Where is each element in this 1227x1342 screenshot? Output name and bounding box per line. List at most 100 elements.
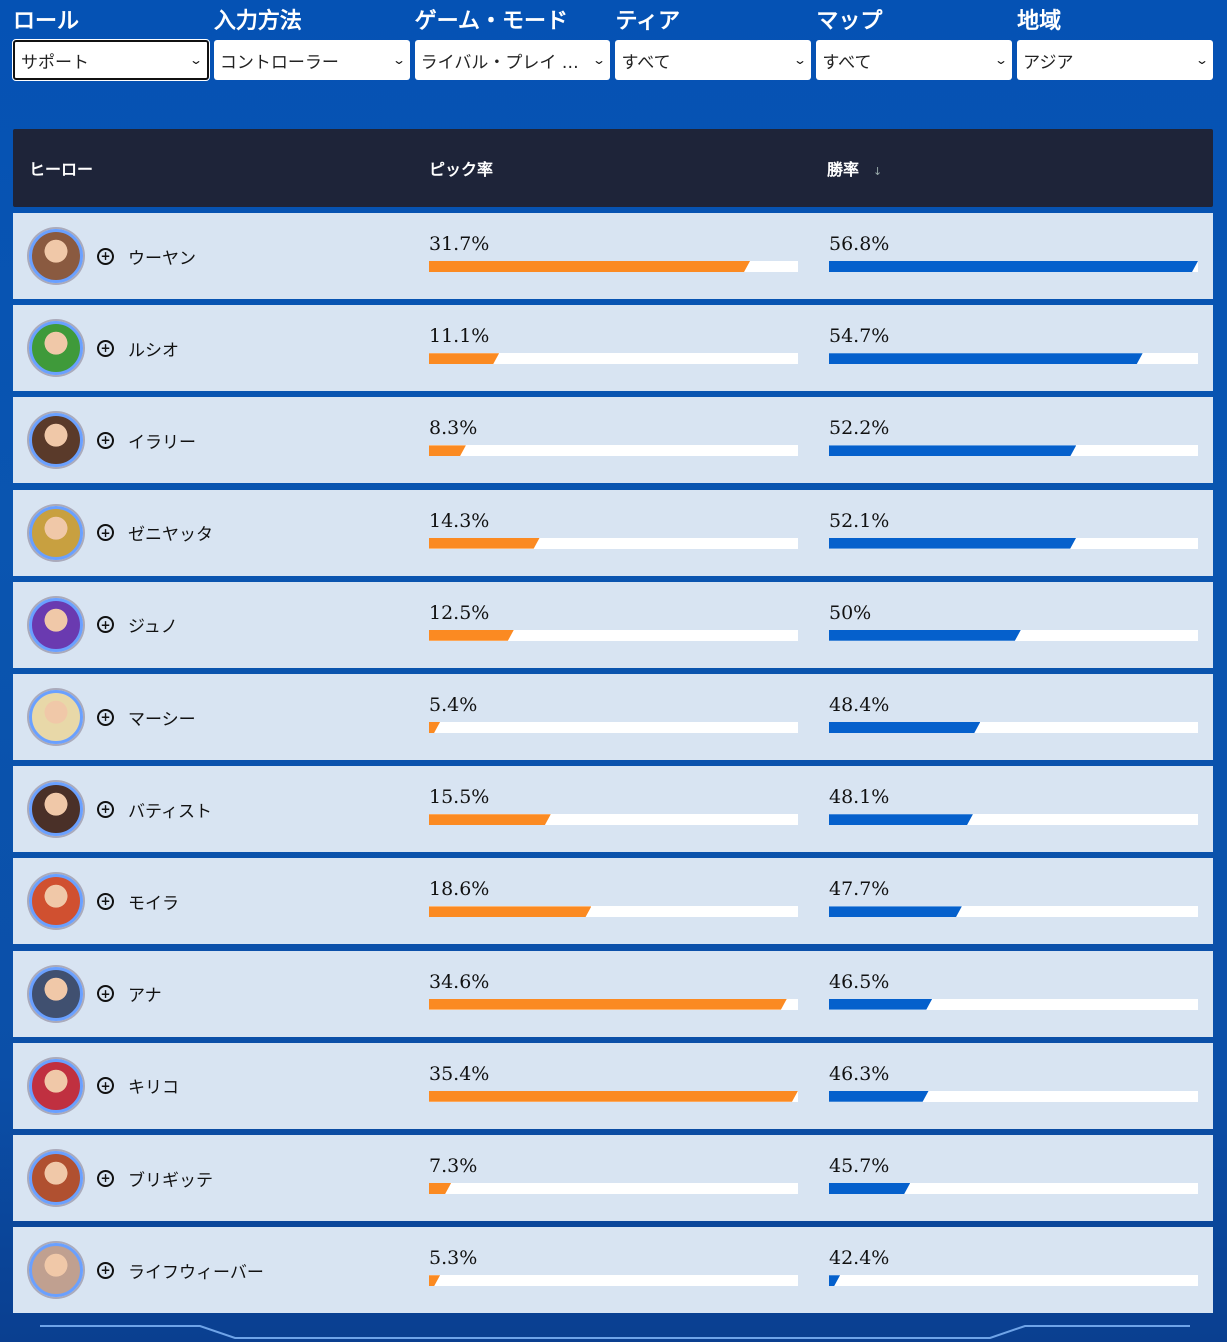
filter-select[interactable]: ライバル・プレイ … ⌄ [414,40,611,80]
hero-avatar [29,321,83,376]
win-rate-cell: 52.1% [813,490,1213,576]
support-role-icon: + [97,708,114,726]
pick-rate-cell: 18.6% [413,858,813,944]
win-rate-value: 52.2% [829,417,890,440]
filter-group: ゲーム・モード ライバル・プレイ … ⌄ [414,6,611,80]
pick-rate-cell: 35.4% [413,1043,813,1129]
pick-rate-fill [429,1275,440,1286]
table-row[interactable]: + マーシー 5.4% 48.4% [13,674,1213,760]
pick-rate-value: 31.7% [429,233,490,255]
win-rate-bar [829,998,1198,1010]
pick-rate-fill [429,1091,798,1102]
hero-avatar [29,782,83,837]
win-rate-label: 勝率 [827,160,860,179]
pick-rate-value: 12.5% [429,601,490,624]
pick-rate-cell: 8.3% [413,397,813,483]
support-role-icon: + [97,985,114,1003]
hero-stats-table: ヒーロー ピック率 勝率 ↓ + ウーヤン 31.7% 56.8% + ルシオ 1… [13,129,1213,1314]
hero-avatar [29,505,83,560]
filter-group: 地域 アジア ⌄ [1017,6,1213,80]
filter-select[interactable]: サポート ⌄ [12,39,210,81]
chevron-down-icon: ⌄ [188,53,203,67]
filter-select[interactable]: すべて ⌄ [615,40,812,80]
hero-name: イラリー [128,432,196,453]
win-rate-bar [829,906,1198,918]
pick-rate-fill [429,630,514,641]
pick-rate-cell: 12.5% [413,582,813,668]
filter-select[interactable]: すべて ⌄ [816,40,1013,80]
win-rate-fill [829,445,1076,456]
column-header-pick-rate[interactable]: ピック率 [429,160,494,179]
support-role-icon: + [97,1169,114,1187]
hero-name: ジュノ [128,617,178,638]
pick-rate-bar [429,998,798,1010]
hero-name: ウーヤン [128,248,196,269]
win-rate-bar [829,537,1198,549]
win-rate-fill [829,722,980,733]
pick-rate-bar [429,1090,798,1102]
pick-rate-value: 7.3% [429,1155,478,1177]
table-row[interactable]: + ウーヤン 31.7% 56.8% [13,213,1213,299]
filter-value: すべて [621,52,671,73]
win-rate-value: 56.8% [829,233,890,255]
filter-group: ロール サポート ⌄ [12,6,210,81]
filter-value: ライバル・プレイ … [420,52,579,73]
filter-group: ティア すべて ⌄ [615,6,812,80]
win-rate-bar [829,445,1198,457]
table-row[interactable]: + イラリー 8.3% 52.2% [13,397,1213,484]
win-rate-fill [829,906,962,917]
table-row[interactable]: + バティスト 15.5% 48.1% [13,766,1213,853]
filter-value: アジア [1023,52,1074,73]
table-row[interactable]: + モイラ 18.6% 47.7% [13,858,1213,945]
win-rate-cell: 45.7% [813,1135,1213,1221]
pick-rate-value: 8.3% [429,417,478,440]
pick-rate-bar [429,1183,798,1194]
filter-label: ロール [13,9,80,34]
filter-bar: ロール サポート ⌄ 入力方法 コントローラー ⌄ ゲーム・モード ライバル・プ… [12,6,1213,81]
filter-group: マップ すべて ⌄ [816,6,1013,80]
pick-rate-fill [429,538,540,549]
table-header: ヒーロー ピック率 勝率 ↓ [13,129,1213,207]
chevron-down-icon: ⌄ [994,53,1009,67]
pick-rate-bar [429,353,798,365]
filter-select[interactable]: コントローラー ⌄ [213,40,410,80]
filter-select[interactable]: アジア ⌄ [1017,40,1213,80]
column-header-hero[interactable]: ヒーロー [29,160,94,179]
pick-rate-value: 15.5% [429,786,490,809]
win-rate-value: 54.7% [829,325,890,348]
table-row[interactable]: + ライフウィーバー 5.3% 42.4% [13,1227,1213,1314]
table-row[interactable]: + キリコ 35.4% 46.3% [13,1042,1213,1129]
pick-rate-value: 14.3% [429,509,490,532]
win-rate-cell: 46.5% [813,951,1213,1037]
pick-rate-value: 34.6% [429,970,490,993]
hero-avatar [29,597,83,652]
pick-rate-cell: 15.5% [413,766,813,852]
win-rate-fill [829,1275,840,1286]
filter-label: マップ [816,9,883,34]
pick-rate-fill [429,353,499,364]
win-rate-bar [829,1090,1198,1102]
column-header-win-rate[interactable]: 勝率 ↓ [813,156,882,180]
win-rate-fill [829,353,1143,364]
pick-rate-cell: 34.6% [413,951,813,1037]
table-row[interactable]: + アナ 34.6% 46.5% [13,950,1213,1037]
pick-rate-cell: 14.3% [413,490,813,576]
hero-name: バティスト [128,801,212,822]
table-row[interactable]: + ゼニヤッタ 14.3% 52.1% [13,489,1213,576]
support-role-icon: + [97,247,114,265]
win-rate-fill [829,999,932,1010]
table-row[interactable]: + ジュノ 12.5% 50% [13,581,1213,668]
pick-rate-fill [429,999,787,1010]
pick-rate-bar [429,814,798,826]
pick-rate-fill [429,814,551,825]
table-row[interactable]: + ルシオ 11.1% 54.7% [13,305,1213,392]
support-role-icon: + [97,800,114,818]
hero-name: モイラ [128,893,179,914]
table-row[interactable]: + ブリギッテ 7.3% 45.7% [13,1135,1213,1221]
hero-avatar [29,1151,83,1205]
win-rate-value: 50% [829,601,872,624]
pick-rate-cell: 5.3% [413,1227,813,1313]
win-rate-fill [829,1183,910,1194]
pick-rate-value: 18.6% [429,878,490,901]
pick-rate-fill [429,445,466,456]
